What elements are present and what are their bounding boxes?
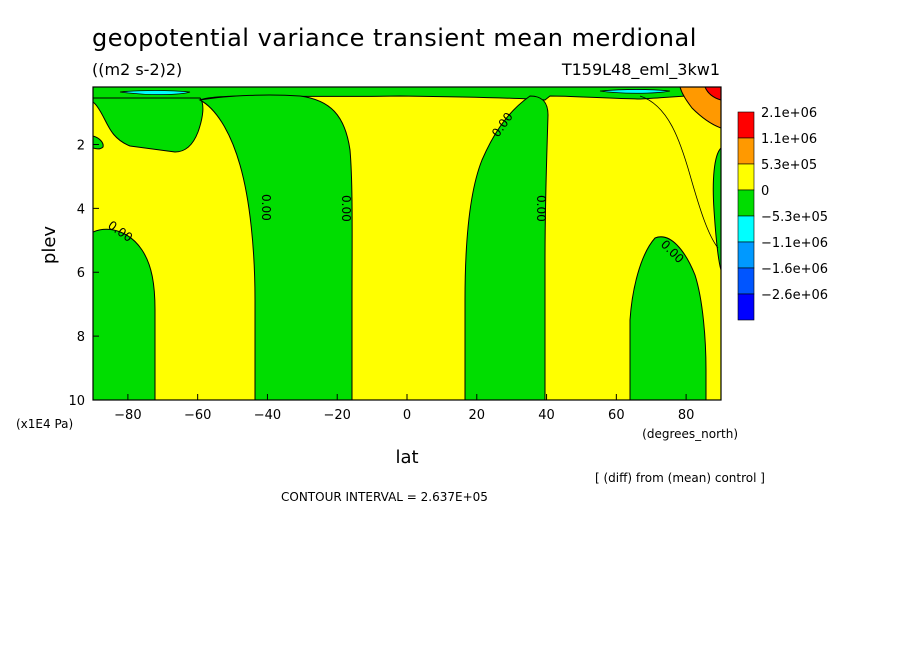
x-axis-ticks: −80 −60 −40 −20 0 20 40 60 80 xyxy=(114,394,694,423)
band-sh-small-patch xyxy=(93,135,104,150)
legend-label: 0 xyxy=(761,184,769,199)
contour-label-sh-midlat-2: 0.00 xyxy=(339,195,353,222)
legend-label: 1.1e+06 xyxy=(761,132,817,147)
top-left-low-region xyxy=(119,90,191,96)
band-nh-polar xyxy=(629,236,707,400)
x-tick-label: −80 xyxy=(114,408,141,423)
x-tick-label: 0 xyxy=(403,408,411,423)
chart-title: geopotential variance transient mean mer… xyxy=(92,24,697,52)
legend-swatch xyxy=(737,111,755,139)
legend-swatch xyxy=(737,293,755,321)
x-tick-label: −60 xyxy=(184,408,211,423)
legend-swatch xyxy=(737,189,755,217)
contour-label-nh-midlat-2: 0.00 xyxy=(534,195,548,222)
y-tick-label: 6 xyxy=(77,266,85,281)
x-axis-units: (degrees_north) xyxy=(642,427,738,441)
run-label: T159L48_eml_3kw1 xyxy=(561,60,720,80)
band-sh-midlat xyxy=(198,94,353,400)
legend-label: −1.6e+06 xyxy=(761,262,828,277)
band-right-edge xyxy=(712,147,721,271)
legend-label: −5.3e+05 xyxy=(761,210,828,225)
legend-label: −1.1e+06 xyxy=(761,236,828,251)
band-sh-polar-top xyxy=(93,97,204,153)
contour-interval: CONTOUR INTERVAL = 2.637E+05 xyxy=(281,490,488,504)
legend-label: 5.3e+05 xyxy=(761,158,817,173)
band-sh-polar xyxy=(93,228,156,400)
legend-swatch xyxy=(737,137,755,165)
legend-swatch xyxy=(737,241,755,269)
y-axis-label: plev xyxy=(39,226,60,265)
legend-label: −2.6e+06 xyxy=(761,288,828,303)
x-tick-label: 60 xyxy=(608,408,625,423)
y-axis-units: (x1E4 Pa) xyxy=(16,417,73,431)
top-right-low-region xyxy=(599,89,671,94)
diff-note: [ (diff) from (mean) control ] xyxy=(595,471,765,485)
legend-swatch xyxy=(737,163,755,191)
x-axis-label: lat xyxy=(395,447,418,468)
plot-area: 0.00 0.00 0.00 0.00 0.00 0.00 xyxy=(93,87,721,400)
x-tick-label: 20 xyxy=(469,408,486,423)
legend-swatch xyxy=(737,215,755,243)
x-tick-label: −20 xyxy=(324,408,351,423)
top-right-high-region xyxy=(679,87,721,129)
top-right-max-region xyxy=(704,87,721,101)
band-nh-midlat xyxy=(464,95,549,400)
x-tick-label: −40 xyxy=(254,408,281,423)
y-tick-label: 2 xyxy=(77,138,85,153)
legend-swatch xyxy=(737,267,755,295)
y-tick-label: 4 xyxy=(77,202,85,217)
contour-line-right xyxy=(639,95,719,249)
legend-label: 2.1e+06 xyxy=(761,106,817,121)
contour-label-sh-midlat-1: 0.00 xyxy=(259,194,273,221)
color-legend: 2.1e+06 1.1e+06 5.3e+05 0 −5.3e+05 −1.1e+06 −1… xyxy=(737,106,828,321)
x-tick-label: 80 xyxy=(678,408,695,423)
x-tick-label: 40 xyxy=(538,408,555,423)
y-tick-label: 10 xyxy=(68,394,85,409)
chart-units: ((m2 s-2)2) xyxy=(92,60,182,79)
plot-background xyxy=(93,87,721,400)
y-axis-ticks: 2 4 6 8 10 xyxy=(68,138,99,409)
y-tick-label: 8 xyxy=(77,330,85,345)
